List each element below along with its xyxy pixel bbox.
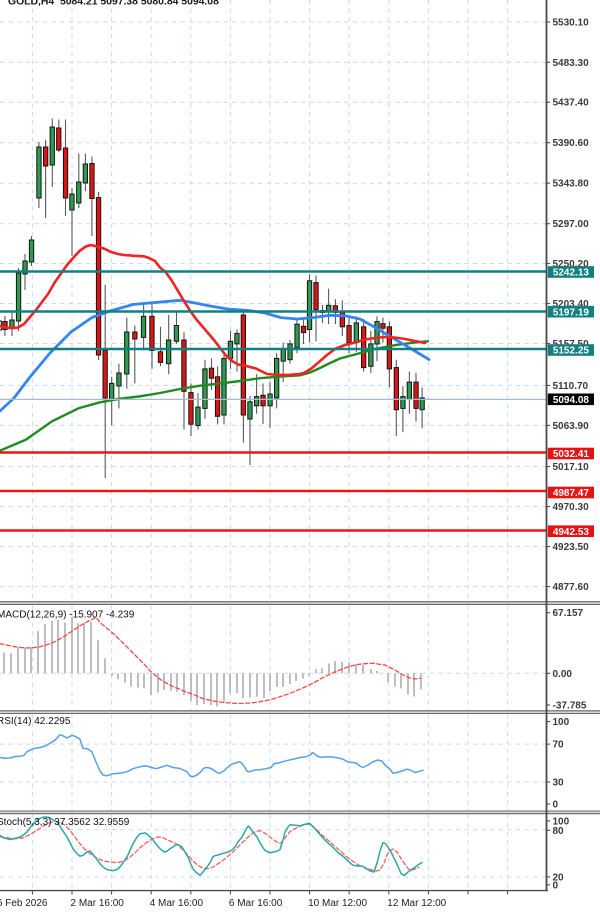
- svg-text:5032.41: 5032.41: [553, 449, 590, 460]
- svg-text:0.00: 0.00: [553, 669, 573, 680]
- svg-text:0: 0: [553, 800, 559, 811]
- svg-text:RSI(14) 42.2295: RSI(14) 42.2295: [0, 716, 71, 727]
- svg-text:2 Mar 16:00: 2 Mar 16:00: [71, 898, 125, 909]
- svg-text:4877.60: 4877.60: [553, 582, 590, 593]
- svg-text:5152.25: 5152.25: [553, 346, 590, 357]
- svg-text:5437.40: 5437.40: [553, 98, 590, 109]
- svg-text:5530.10: 5530.10: [553, 18, 590, 29]
- svg-text:100: 100: [553, 717, 570, 728]
- svg-text:0: 0: [553, 880, 559, 891]
- svg-text:20: 20: [553, 872, 565, 883]
- svg-text:5483.30: 5483.30: [553, 58, 590, 69]
- svg-text:12 Mar 12:00: 12 Mar 12:00: [387, 898, 446, 909]
- svg-text:30: 30: [553, 778, 565, 789]
- svg-text:5242.13: 5242.13: [553, 268, 590, 279]
- svg-text:5063.90: 5063.90: [553, 421, 590, 432]
- svg-text:100: 100: [553, 816, 570, 827]
- svg-text:70: 70: [553, 740, 565, 751]
- svg-text:5390.60: 5390.60: [553, 138, 590, 149]
- svg-text:5197.19: 5197.19: [553, 307, 590, 318]
- svg-text:5250.20: 5250.20: [553, 259, 590, 270]
- svg-text:5110.70: 5110.70: [553, 381, 589, 392]
- svg-text:Stoch(5,3,3) 37.3562 32.9559: Stoch(5,3,3) 37.3562 32.9559: [0, 817, 130, 828]
- svg-text:4 Mar 16:00: 4 Mar 16:00: [150, 898, 204, 909]
- svg-text:5297.00: 5297.00: [553, 219, 590, 230]
- svg-text:80: 80: [553, 826, 565, 837]
- svg-text:5203.40: 5203.40: [553, 299, 590, 310]
- svg-text:MACD(12,26,9) -15.907 -4.239: MACD(12,26,9) -15.907 -4.239: [0, 610, 135, 621]
- svg-text:GOLD,H4 5084.21 5097.38 5080.: GOLD,H4 5084.21 5097.38 5080.84 5094.08: [8, 0, 219, 8]
- svg-text:10 Mar 12:00: 10 Mar 12:00: [308, 898, 367, 909]
- svg-text:5017.10: 5017.10: [553, 462, 590, 473]
- svg-text:67.157: 67.157: [553, 608, 584, 619]
- svg-text:26 Feb 2026: 26 Feb 2026: [0, 898, 48, 909]
- svg-text:5343.80: 5343.80: [553, 179, 590, 190]
- svg-text:-37.785: -37.785: [553, 701, 587, 712]
- svg-text:4923.50: 4923.50: [553, 542, 590, 553]
- svg-text:5094.08: 5094.08: [553, 395, 590, 406]
- svg-text:4942.53: 4942.53: [553, 527, 590, 538]
- svg-text:4970.30: 4970.30: [553, 502, 590, 513]
- svg-text:6 Mar 16:00: 6 Mar 16:00: [229, 898, 283, 909]
- svg-text:4987.47: 4987.47: [553, 488, 590, 499]
